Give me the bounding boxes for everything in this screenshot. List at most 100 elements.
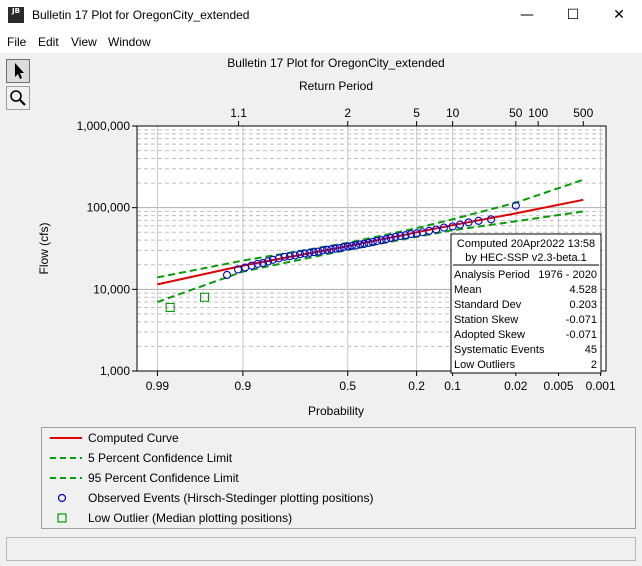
legend: Computed Curve 5 Percent Confidence Limi… [41, 427, 636, 529]
legend-item-observed: Observed Events (Hirsch-Stedinger plotti… [48, 488, 373, 508]
stats-value: 0.203 [569, 299, 597, 311]
top-tick-label: 100 [528, 106, 548, 120]
legend-item-low-outlier: Low Outlier (Median plotting positions) [48, 508, 292, 528]
legend-label: 5 Percent Confidence Limit [88, 451, 233, 465]
stats-label: Systematic Events [454, 344, 545, 356]
observed-point [368, 237, 377, 247]
legend-label: Low Outlier (Median plotting positions) [88, 511, 293, 525]
observed-point [511, 201, 520, 210]
top-tick-label: 2 [344, 106, 351, 120]
plot-toolbar [0, 53, 34, 533]
observed-point [314, 247, 323, 256]
status-bar [6, 537, 636, 561]
stats-label: Adopted Skew [454, 329, 525, 341]
observed-point [258, 258, 268, 268]
observed-point [486, 215, 496, 224]
observed-point [464, 218, 473, 227]
x-tick-label: 0.2 [408, 379, 425, 393]
observed-point [234, 265, 243, 274]
series-line [157, 178, 584, 279]
zoom-tool-button[interactable] [6, 86, 30, 110]
stats-value: 2 [591, 359, 597, 371]
observed-point [360, 239, 369, 248]
menu-file[interactable]: File [7, 35, 27, 49]
y-tick-label: 1,000,000 [77, 119, 131, 133]
observed-point [285, 252, 295, 261]
observed-point [412, 229, 421, 238]
observed-point [351, 241, 361, 250]
observed-point [300, 249, 309, 258]
observed-point [280, 252, 289, 261]
minimize-button[interactable]: — [520, 7, 534, 23]
observed-point [291, 251, 300, 260]
legend-item-95pct: 95 Percent Confidence Limit [48, 468, 239, 488]
top-tick-label: 500 [573, 106, 593, 120]
chart-title: Bulletin 17 Plot for OregonCity_extended [227, 56, 444, 70]
close-button[interactable]: ✕ [613, 7, 625, 23]
stats-value: 45 [585, 344, 597, 356]
legend-swatch [57, 493, 67, 503]
menu-view[interactable]: View [71, 35, 97, 49]
app-icon: JB [8, 7, 24, 23]
observed-point [396, 231, 405, 241]
stats-label: Mean [454, 284, 482, 296]
top-tick-label: 10 [446, 106, 460, 120]
observed-point [455, 220, 465, 229]
observed-point [364, 238, 373, 247]
legend-label: Observed Events (Hirsch-Stedinger plotti… [88, 491, 374, 505]
stats-value: 1976 - 2020 [538, 269, 597, 281]
observed-point [401, 231, 410, 240]
observed-point [318, 246, 327, 255]
observed-point [347, 241, 356, 250]
legend-item-5pct: 5 Percent Confidence Limit [48, 448, 232, 468]
x-tick-label: 0.9 [235, 379, 252, 393]
x-tick-label: 0.1 [444, 379, 461, 393]
observed-point [339, 242, 348, 252]
y-axis-label: Flow (cfs) [37, 223, 51, 275]
menu-window[interactable]: Window [108, 35, 151, 49]
zoom-icon [10, 90, 26, 106]
legend-swatch [50, 457, 82, 459]
stats-value: -0.071 [566, 314, 597, 326]
window-title: Bulletin 17 Plot for OregonCity_extended [32, 8, 250, 22]
title-bar: JB Bulletin 17 Plot for OregonCity_exten… [0, 0, 642, 31]
top-axis-label: Return Period [299, 79, 373, 93]
observed-point [247, 261, 256, 270]
legend-swatch [50, 477, 82, 479]
observed-point [305, 248, 314, 257]
y-tick-label: 100,000 [87, 201, 131, 215]
observed-point [381, 235, 391, 244]
maximize-button[interactable]: ☐ [566, 7, 580, 23]
menu-edit[interactable]: Edit [38, 35, 59, 49]
observed-point [296, 250, 305, 259]
observed-point [343, 242, 352, 251]
observed-point [335, 244, 344, 253]
observed-point [439, 223, 448, 232]
frequency-chart[interactable]: Bulletin 17 Plot for OregonCity_extended… [34, 53, 638, 427]
top-tick-label: 1.1 [230, 106, 247, 120]
observed-point [253, 259, 262, 268]
x-tick-label: 0.001 [586, 379, 616, 393]
top-tick-label: 50 [509, 106, 523, 120]
observed-point [373, 237, 382, 246]
observed-point [222, 270, 232, 280]
observed-point [377, 236, 386, 245]
stats-label: Standard Dev [454, 299, 522, 311]
observed-point [309, 248, 319, 257]
observed-point [386, 233, 395, 243]
series-line [157, 198, 584, 286]
x-axis-label: Probability [308, 404, 364, 418]
y-tick-label: 1,000 [100, 364, 130, 378]
observed-point [264, 257, 273, 266]
observed-point [432, 225, 441, 234]
observed-point [327, 245, 336, 254]
observed-point [406, 230, 416, 239]
observed-point [474, 216, 483, 225]
observed-point [268, 255, 277, 264]
pointer-tool-button[interactable] [6, 59, 30, 83]
legend-label: Computed Curve [88, 431, 179, 445]
observed-point [448, 222, 457, 231]
observed-point [331, 244, 340, 253]
x-tick-label: 0.02 [504, 379, 528, 393]
plot-frame [136, 125, 607, 372]
